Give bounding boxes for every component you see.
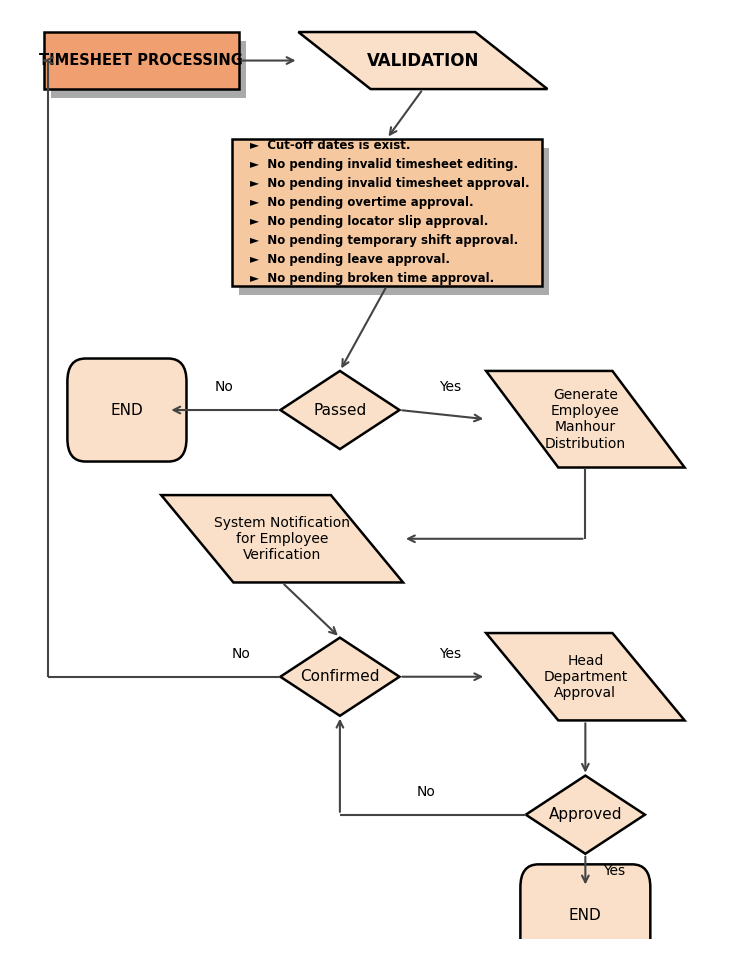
Text: Head
Department
Approval: Head Department Approval xyxy=(543,653,627,700)
Polygon shape xyxy=(161,495,403,582)
Polygon shape xyxy=(486,633,684,720)
Text: VALIDATION: VALIDATION xyxy=(367,52,479,70)
Polygon shape xyxy=(486,371,684,468)
Polygon shape xyxy=(280,638,399,716)
Text: No: No xyxy=(215,380,234,394)
Text: Passed: Passed xyxy=(314,402,366,418)
Text: Yes: Yes xyxy=(439,380,461,394)
Text: Confirmed: Confirmed xyxy=(300,670,380,684)
Text: ►  Cut-off dates is exist.
►  No pending invalid timesheet editing.
►  No pendin: ► Cut-off dates is exist. ► No pending i… xyxy=(250,139,529,285)
FancyBboxPatch shape xyxy=(44,32,239,89)
FancyBboxPatch shape xyxy=(520,864,650,958)
FancyBboxPatch shape xyxy=(68,358,186,462)
Text: System Notification
for Employee
Verification: System Notification for Employee Verific… xyxy=(214,515,350,562)
FancyBboxPatch shape xyxy=(51,41,246,99)
Polygon shape xyxy=(526,776,645,854)
FancyBboxPatch shape xyxy=(232,139,542,285)
Text: TIMESHEET PROCESSING: TIMESHEET PROCESSING xyxy=(39,53,244,68)
Polygon shape xyxy=(280,371,399,449)
Text: No: No xyxy=(231,647,250,661)
Text: Yes: Yes xyxy=(603,863,626,878)
Text: Yes: Yes xyxy=(439,647,461,661)
Text: END: END xyxy=(111,402,144,418)
Polygon shape xyxy=(299,32,547,89)
FancyBboxPatch shape xyxy=(239,148,549,295)
Text: No: No xyxy=(416,785,435,799)
Text: Generate
Employee
Manhour
Distribution: Generate Employee Manhour Distribution xyxy=(544,388,626,450)
Text: END: END xyxy=(569,908,602,924)
Text: Approved: Approved xyxy=(549,808,622,822)
